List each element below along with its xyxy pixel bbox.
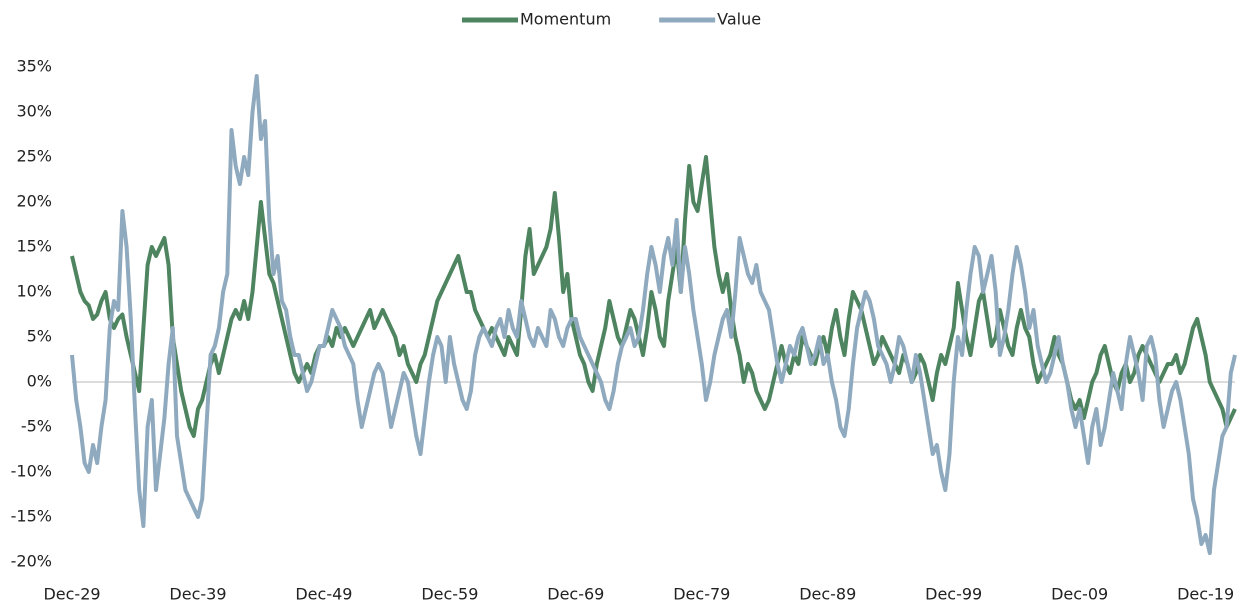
x-tick-label: Dec-89: [799, 585, 856, 604]
legend: Momentum Value: [462, 10, 761, 29]
x-tick-label: Dec-69: [547, 585, 604, 604]
legend-label: Value: [717, 10, 761, 29]
x-tick-label: Dec-19: [1177, 585, 1234, 604]
y-tick-label: -15%: [11, 507, 52, 526]
y-tick-label: -5%: [21, 417, 52, 436]
x-tick-label: Dec-29: [43, 585, 100, 604]
y-tick-label: -20%: [11, 552, 52, 571]
x-tick-label: Dec-59: [421, 585, 478, 604]
y-tick-label: 0%: [27, 372, 52, 391]
x-tick-label: Dec-99: [925, 585, 982, 604]
y-tick-label: 5%: [27, 327, 52, 346]
x-tick-label: Dec-79: [673, 585, 730, 604]
x-tick-label: Dec-09: [1051, 585, 1108, 604]
y-tick-label: -10%: [11, 462, 52, 481]
series-line: [70, 155, 1237, 438]
series-line: [70, 74, 1237, 555]
y-tick-label: 20%: [16, 192, 52, 211]
y-tick-label: 15%: [16, 237, 52, 256]
y-tick-label: 35%: [16, 57, 52, 76]
x-tick-label: Dec-39: [169, 585, 226, 604]
y-tick-label: 30%: [16, 102, 52, 121]
y-tick-label: 10%: [16, 282, 52, 301]
y-tick-label: 25%: [16, 147, 52, 166]
x-tick-label: Dec-49: [295, 585, 352, 604]
legend-label: Momentum: [520, 10, 611, 29]
